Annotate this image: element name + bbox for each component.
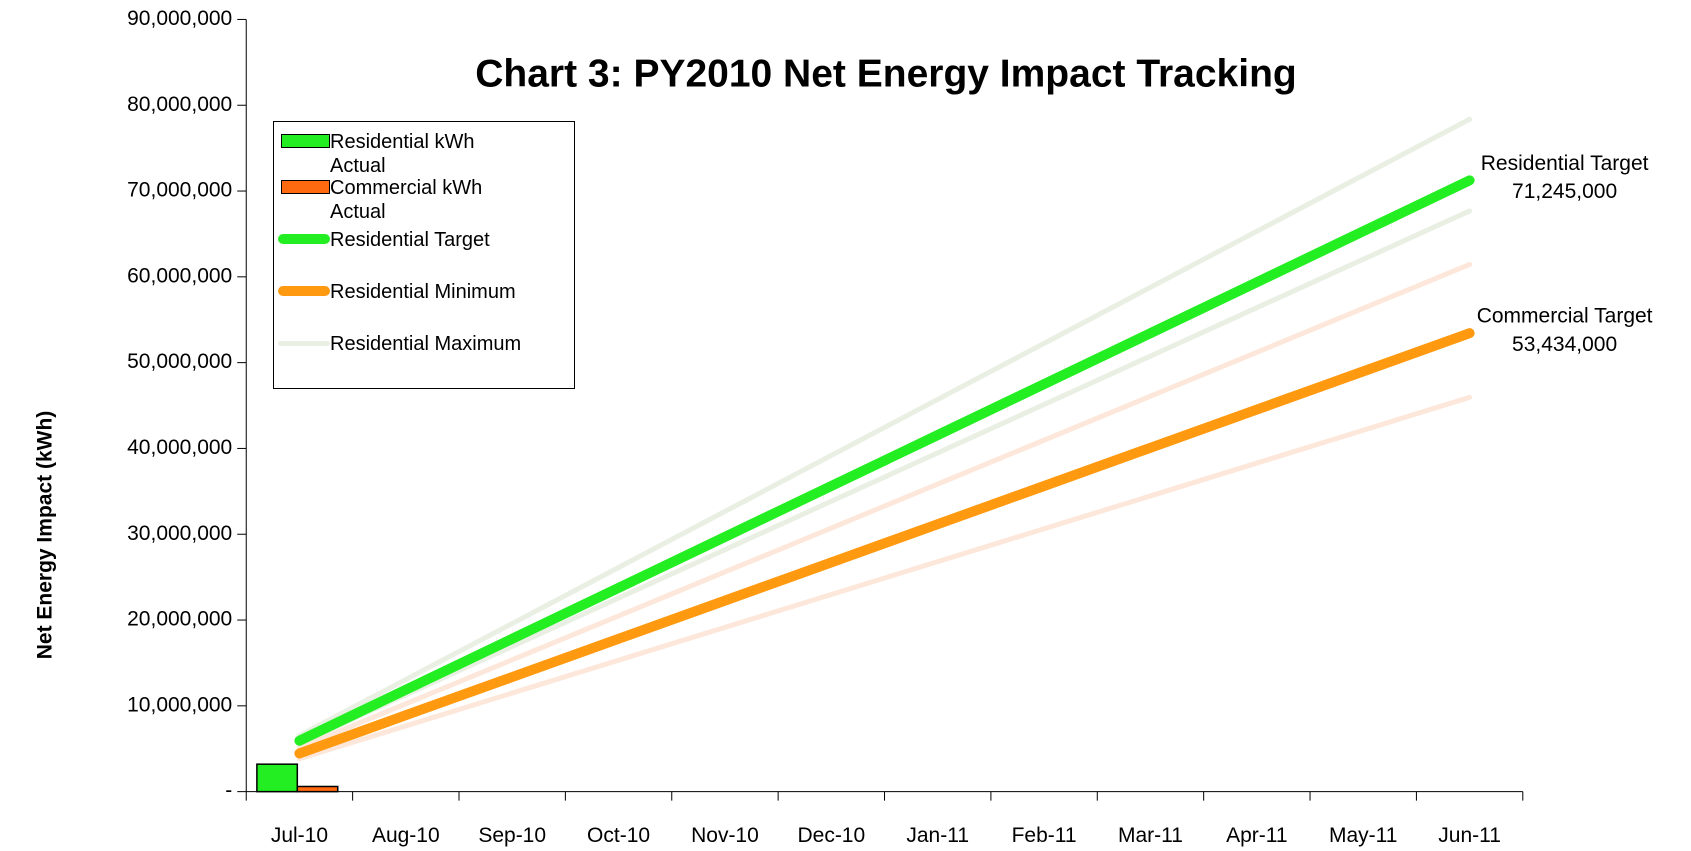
x-tick-label: Mar-11 (1118, 824, 1183, 847)
legend-swatch (274, 130, 330, 152)
legend-entry: Residential Minimum (274, 280, 566, 304)
data-label: 53,434,000 (1512, 333, 1617, 356)
x-tick-label: Sep-10 (478, 824, 546, 847)
legend-entry: Residential Target (274, 228, 566, 252)
line (294, 175, 1475, 746)
legend-entry: Residential kWh Actual (274, 130, 500, 178)
x-tick-label: Aug-10 (372, 824, 440, 847)
x-tick-label: May-11 (1329, 824, 1397, 847)
annotation: Commercial Target (1477, 305, 1653, 328)
legend-label: Residential Minimum (330, 281, 516, 303)
line (296, 261, 1473, 751)
y-tick-label: 80,000,000 (127, 93, 232, 116)
y-axis-label: Net Energy Impact (kWh) (34, 411, 57, 660)
y-tick-label: 50,000,000 (127, 350, 232, 373)
x-tick-label: Nov-10 (691, 824, 759, 847)
chart-title: Chart 3: PY2010 Net Energy Impact Tracki… (475, 52, 1296, 95)
legend-label: Residential Maximum (330, 333, 522, 355)
bar (256, 763, 299, 793)
line (296, 394, 1473, 762)
bar (296, 785, 339, 793)
x-tick-label: Jun-11 (1438, 824, 1501, 847)
y-tick-label: 60,000,000 (127, 264, 232, 287)
line (296, 116, 1473, 739)
legend-swatch (274, 332, 330, 354)
x-tick-label: Apr-11 (1226, 824, 1287, 847)
y-tick-label: 70,000,000 (127, 179, 232, 202)
legend-swatch (274, 228, 330, 250)
legend-label: Residential Target (330, 229, 490, 251)
legend-label: Commercial kWh Actual (330, 177, 483, 223)
x-tick-label: Feb-11 (1012, 824, 1077, 847)
y-tick-label: 90,000,000 (127, 7, 232, 30)
y-tick-label: 10,000,000 (127, 693, 232, 716)
legend-label: Residential kWh Actual (330, 131, 475, 177)
line (294, 328, 1475, 759)
data-label: 71,245,000 (1512, 180, 1617, 203)
line (296, 208, 1473, 746)
legend-swatch (274, 176, 330, 198)
y-tick-label: - (225, 779, 232, 802)
annotation: Residential Target (1481, 152, 1649, 175)
y-tick-label: 20,000,000 (127, 608, 232, 631)
x-tick-label: Jul-10 (271, 824, 328, 847)
legend-entry: Commercial kWh Actual (274, 176, 500, 224)
legend: Residential kWh Actual Commercial kWh Act… (273, 121, 575, 389)
legend-entry: Residential Maximum (274, 332, 566, 356)
legend-swatch (274, 280, 330, 302)
y-tick-label: 30,000,000 (127, 522, 232, 545)
x-tick-label: Jan-11 (906, 824, 969, 847)
y-tick-label: 40,000,000 (127, 436, 232, 459)
x-tick-label: Oct-10 (587, 824, 650, 847)
x-tick-label: Dec-10 (797, 824, 865, 847)
